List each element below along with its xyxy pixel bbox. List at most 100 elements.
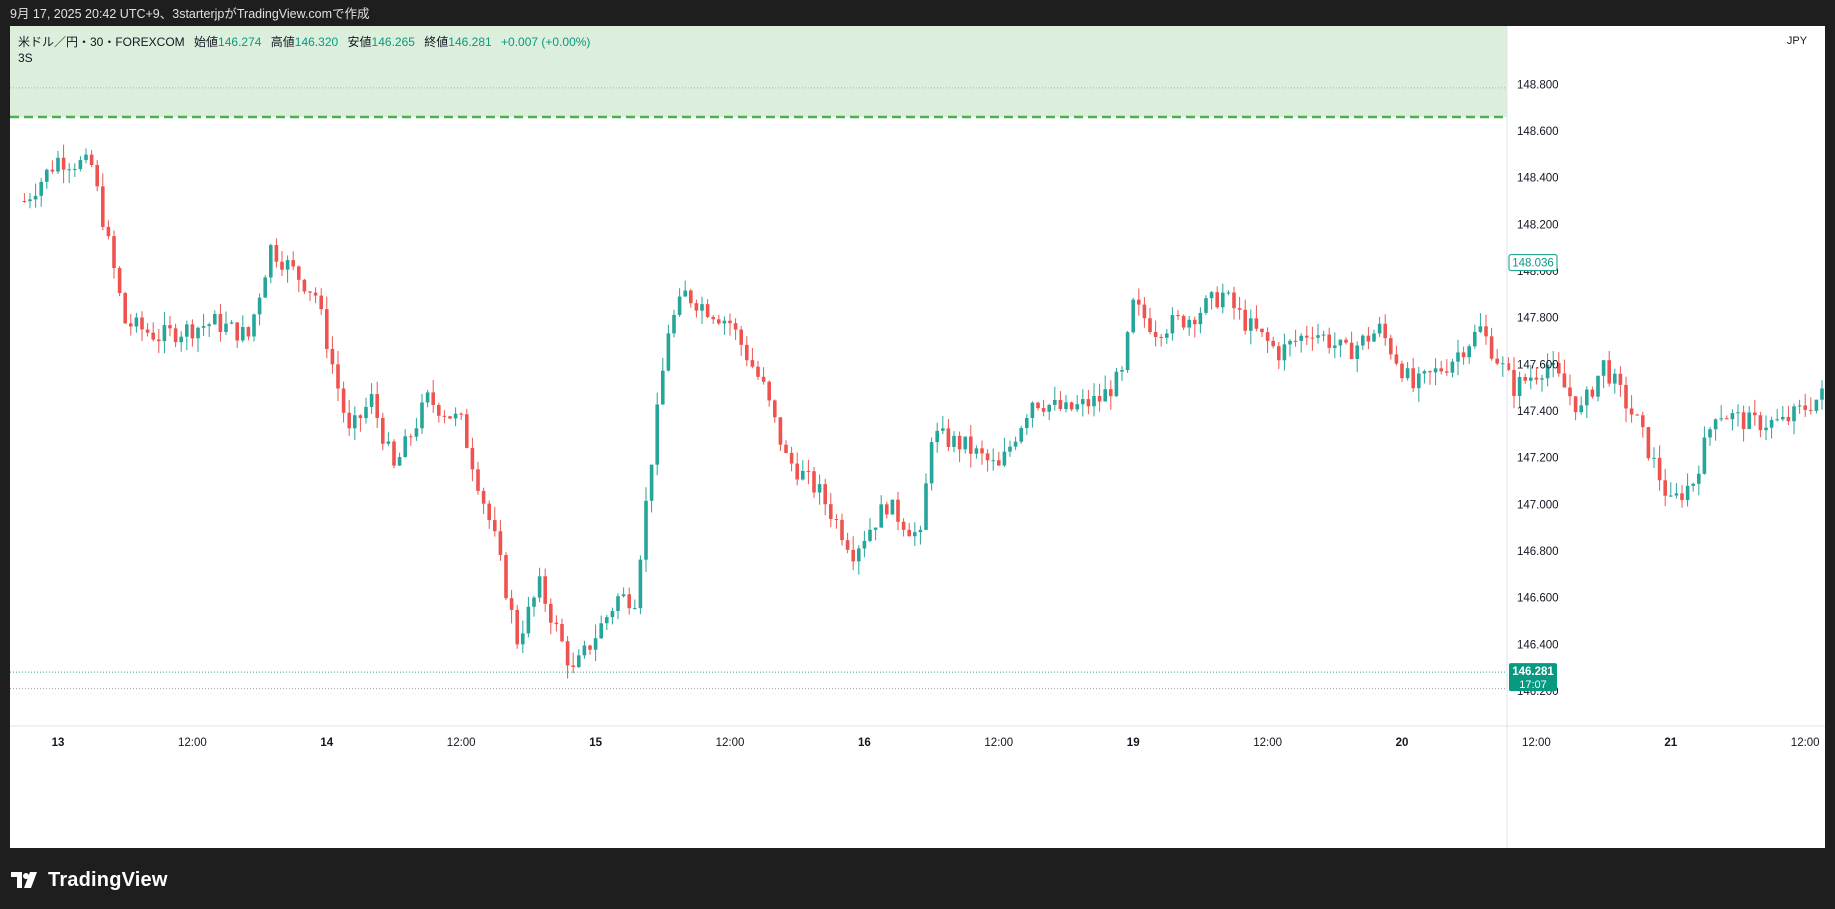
candle-body bbox=[1445, 371, 1449, 373]
candle-body bbox=[1327, 334, 1331, 348]
candle bbox=[1417, 366, 1421, 402]
symbol-name[interactable]: 米ドル／円・30・FOREXCOM bbox=[18, 35, 185, 49]
price-axis[interactable]: 148.800148.600148.400148.200148.000147.8… bbox=[1506, 26, 1559, 848]
candle bbox=[885, 501, 889, 519]
symbol-legend: 米ドル／円・30・FOREXCOM 始値146.274 高値146.320 安値… bbox=[18, 34, 590, 66]
candle-body bbox=[397, 457, 402, 466]
candle bbox=[733, 318, 738, 340]
candle-body bbox=[1618, 373, 1623, 385]
price-tick-label: 147.600 bbox=[1517, 359, 1559, 371]
candle-body bbox=[1674, 493, 1679, 496]
candle-body bbox=[537, 576, 542, 598]
candlestick-chart[interactable]: 148.800148.600148.400148.200148.000147.8… bbox=[10, 26, 1825, 848]
currency-label[interactable]: JPY bbox=[1786, 35, 1808, 47]
candle-body bbox=[106, 226, 111, 237]
candle-body bbox=[1025, 417, 1029, 429]
resistance-zone bbox=[10, 26, 1507, 119]
candle-body bbox=[246, 327, 251, 337]
candle-body bbox=[448, 416, 452, 419]
price-tick-label: 146.800 bbox=[1517, 546, 1559, 558]
candle-body bbox=[1489, 336, 1494, 359]
candle bbox=[795, 452, 799, 486]
candle-body bbox=[39, 181, 43, 196]
candle bbox=[162, 312, 167, 354]
candle bbox=[1820, 380, 1824, 410]
candle-body bbox=[269, 245, 273, 278]
candle-body bbox=[1545, 364, 1550, 379]
candle-body bbox=[1601, 360, 1606, 376]
candle bbox=[946, 418, 951, 452]
candle-body bbox=[599, 623, 603, 639]
candle bbox=[1596, 375, 1600, 402]
candle-body bbox=[1193, 319, 1197, 325]
candle-body bbox=[521, 633, 525, 645]
candle bbox=[403, 429, 407, 458]
candle-body bbox=[1411, 368, 1415, 389]
candle-body bbox=[157, 339, 161, 342]
candle-body bbox=[112, 236, 116, 269]
candle-body bbox=[1775, 419, 1779, 421]
candle bbox=[190, 319, 195, 347]
candle bbox=[1165, 329, 1169, 344]
candle bbox=[1445, 359, 1449, 376]
study-label[interactable]: 3S bbox=[18, 51, 33, 65]
candle bbox=[627, 587, 631, 615]
candle-body bbox=[185, 324, 189, 337]
candle bbox=[1193, 316, 1197, 338]
candle bbox=[638, 555, 643, 615]
candle-body bbox=[1820, 388, 1824, 400]
candle bbox=[974, 445, 979, 459]
candle-body bbox=[84, 154, 88, 161]
candle-body bbox=[1153, 331, 1158, 338]
candle-body bbox=[969, 436, 973, 454]
candle-body bbox=[1417, 373, 1421, 389]
candle-body bbox=[974, 448, 979, 454]
candle-body bbox=[1349, 342, 1354, 359]
candle-body bbox=[1394, 354, 1399, 364]
candle-body bbox=[190, 324, 195, 339]
candle-body bbox=[1109, 389, 1113, 397]
candle bbox=[1562, 359, 1567, 388]
candle bbox=[722, 316, 727, 335]
candle-body bbox=[1753, 412, 1757, 416]
candle-body bbox=[1243, 309, 1247, 331]
candle bbox=[599, 615, 603, 639]
candle bbox=[1170, 307, 1175, 341]
candle bbox=[1069, 401, 1074, 412]
time-tick-label: 12:00 bbox=[1522, 737, 1551, 749]
candle bbox=[1366, 326, 1371, 350]
candle-body bbox=[1730, 413, 1735, 420]
candle-body bbox=[1170, 315, 1175, 334]
candle bbox=[1271, 336, 1275, 349]
candle-body bbox=[963, 436, 967, 450]
candle-body bbox=[784, 444, 788, 453]
candle-body bbox=[1568, 387, 1572, 397]
candle-body bbox=[1512, 369, 1516, 397]
candle bbox=[1036, 401, 1040, 411]
candle-body bbox=[1137, 299, 1141, 305]
time-axis[interactable]: 13 12:00 14 12:00 15 12:00 16 12:00 19 12:00 20 12:… bbox=[10, 725, 1825, 749]
candle bbox=[924, 473, 928, 531]
candle bbox=[655, 392, 659, 476]
candle bbox=[39, 177, 43, 207]
candle-body bbox=[1747, 412, 1751, 430]
candle bbox=[61, 144, 66, 184]
candle-body bbox=[274, 245, 279, 262]
time-tick-label: 15 bbox=[589, 737, 602, 749]
price-tick-label: 148.800 bbox=[1517, 79, 1559, 91]
candle-body bbox=[666, 333, 671, 371]
candle-body bbox=[347, 412, 351, 429]
low-value: 146.265 bbox=[371, 35, 415, 49]
time-tick-label: 16 bbox=[858, 737, 871, 749]
candle-body bbox=[1041, 408, 1046, 412]
candle-body bbox=[1165, 333, 1169, 338]
candle-body bbox=[1758, 415, 1763, 431]
candle bbox=[1086, 389, 1091, 415]
candle bbox=[549, 598, 553, 635]
candle-body bbox=[224, 323, 228, 332]
candle bbox=[1405, 362, 1410, 381]
chart-frame[interactable]: 148.800 148.600 148.400 148.200 148.000 147.8… bbox=[10, 26, 1825, 848]
candle-body bbox=[1265, 332, 1270, 341]
candle-body bbox=[1792, 406, 1796, 422]
candle bbox=[218, 304, 223, 342]
